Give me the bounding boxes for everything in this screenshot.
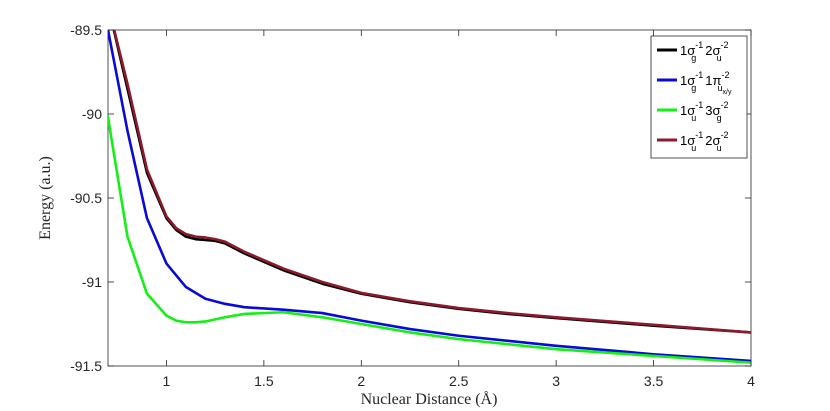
y-tick-label: -90.5 bbox=[70, 190, 102, 206]
tick-layer: 1 1.5 2 2.5 3 3.5 4 -91.5 -91 -90.5 -90 -89.5 bbox=[70, 22, 755, 389]
x-axis-label: Nuclear Distance (Å) bbox=[361, 390, 498, 408]
series-line-3 bbox=[108, 116, 751, 364]
x-tick-label: 1 bbox=[163, 373, 171, 389]
y-tick-label: -91 bbox=[82, 274, 102, 290]
series-line-4 bbox=[112, 30, 751, 334]
x-tick-label: 2.5 bbox=[449, 373, 469, 389]
legend: 1σ-1 g 2σ-2 u 1σ-1 g 1π-2 ux/y 1σ-1 u 3σ-2 g 1σ-1 u 2σ… bbox=[650, 35, 748, 159]
series-line-2 bbox=[108, 30, 751, 363]
x-tick-label: 1.5 bbox=[254, 373, 274, 389]
y-tick-label: -91.5 bbox=[70, 358, 102, 374]
x-tick-label: 3 bbox=[552, 373, 560, 389]
legend-entry-1: 1σ-1 g 2σ-2 u bbox=[680, 40, 729, 63]
legend-entry-3: 1σ-1 u 3σ-2 g bbox=[680, 100, 729, 123]
x-tick-label: 2 bbox=[357, 373, 365, 389]
x-tick-label: 4 bbox=[747, 373, 755, 389]
y-axis-label: Energy (a.u.) bbox=[37, 156, 54, 240]
series-layer bbox=[108, 30, 751, 364]
plot-area bbox=[107, 29, 752, 367]
legend-box bbox=[650, 35, 748, 159]
y-tick-label: -89.5 bbox=[70, 22, 102, 38]
legend-entry-4: 1σ-1 u 2σ-2 u bbox=[680, 130, 729, 153]
y-tick-label: -90 bbox=[82, 106, 102, 122]
legend-entry-2: 1σ-1 g 1π-2 ux/y bbox=[680, 70, 732, 96]
x-tick-label: 3.5 bbox=[644, 373, 664, 389]
